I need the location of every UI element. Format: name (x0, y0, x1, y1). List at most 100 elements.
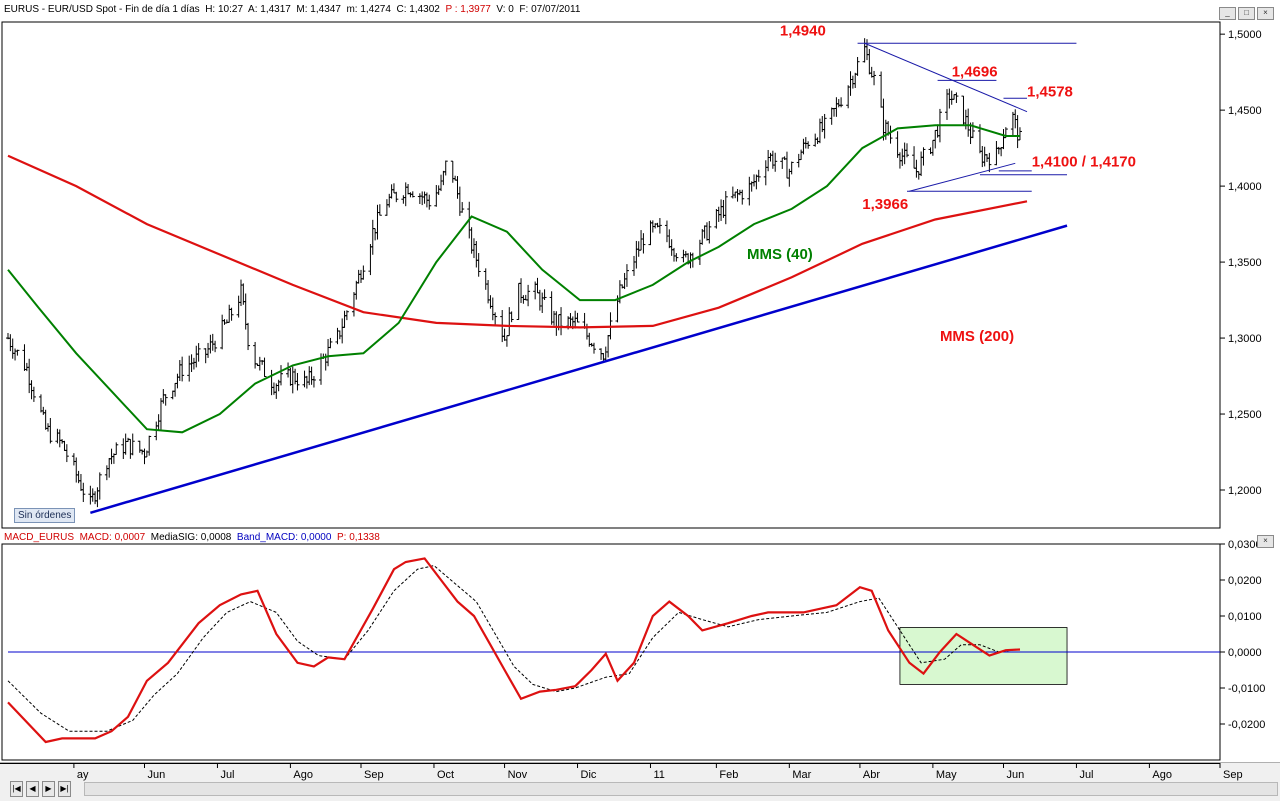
price-y-tick-label: 1,2000 (1228, 485, 1262, 497)
open-value: A: 1,4317 (248, 4, 291, 15)
chart-annotation: MMS (40) (747, 246, 813, 263)
ohlc-bar (1017, 127, 1022, 141)
ohlc-bar (954, 92, 959, 103)
price-y-tick-label: 1,3500 (1228, 257, 1262, 269)
status-badge[interactable]: Sin órdenes (14, 508, 76, 523)
last-page-button[interactable]: ▶| (58, 781, 71, 797)
ohlc-bar (410, 191, 415, 198)
macd-highlight-box (899, 627, 1068, 685)
ohlc-bar (641, 233, 646, 254)
macd-close-button[interactable]: × (1257, 535, 1274, 548)
macd-pane[interactable]: 0,0300 0,0200 0,0100 0,0000 -0,0100 -0,0200 M… (0, 530, 1280, 762)
signal-value: MediaSIG: 0,0008 (150, 532, 232, 543)
macd-line (7, 557, 1021, 744)
ohlc-bar (509, 311, 514, 323)
first-page-button[interactable]: |◀ (10, 781, 23, 797)
ohlc-bar (229, 307, 234, 321)
macd-y-tick-label: -0,0100 (1228, 683, 1265, 695)
ohlc-bar (756, 169, 761, 182)
mms200-line (7, 154, 1028, 329)
ohlc-bar (213, 340, 218, 353)
ohlc-bar (526, 284, 531, 307)
chart-annotation: MMS (200) (940, 328, 1014, 345)
price-plot-frame (1, 21, 1221, 529)
trendline (864, 42, 1028, 113)
macd-chart[interactable]: 0,0300 0,0200 0,0100 0,0000 -0,0100 -0,0200 (0, 530, 1280, 762)
ohlc-bar (822, 113, 827, 139)
ohlc-bar (361, 265, 366, 280)
ohlc-bar (15, 349, 20, 356)
ohlc-bar (740, 189, 745, 205)
time-axis-tick-label: ay (77, 769, 89, 781)
ohlc-bar (328, 337, 333, 349)
ohlc-bar (789, 161, 794, 175)
ohlc-bar (591, 342, 596, 354)
time-axis-tick-label: Jun (147, 769, 165, 781)
chart-annotation: 1,4696 (952, 64, 998, 81)
macd-y-tick-label: 0,0000 (1228, 647, 1262, 659)
date-value: F: 07/07/2011 (519, 4, 581, 15)
ohlc-bar (130, 433, 135, 456)
time-axis-tick-label: Sep (364, 769, 384, 781)
ohlc-bar (723, 191, 728, 225)
previous-page-button[interactable]: ◀ (26, 781, 39, 797)
time-axis-tick-label: Jul (1079, 769, 1093, 781)
maximize-button[interactable]: □ (1238, 7, 1255, 20)
ohlc-bar (114, 442, 119, 455)
ohlc-bar (427, 194, 432, 210)
trendline (90, 224, 1068, 515)
macd-value: MACD: 0,0007 (79, 532, 146, 543)
ohlc-bar (624, 264, 629, 287)
price-y-tick-label: 1,5000 (1228, 29, 1262, 41)
ohlc-bar (460, 202, 465, 213)
hour-value: H: 10:27 (205, 4, 244, 15)
ohlc-bar (443, 160, 448, 176)
pointer-value: P : 1,3977 (445, 4, 491, 15)
chart-annotation: 1,4940 (780, 23, 826, 40)
window-controls: _ □ × (1219, 7, 1274, 20)
time-axis-tick-label: Oct (437, 769, 454, 781)
macd-y-tick-label: -0,0200 (1228, 719, 1265, 731)
instrument-title: EUR/USD Spot - Fin de día 1 días (47, 4, 200, 15)
ohlc-bar (97, 472, 102, 500)
macd-y-tick-label: 0,0200 (1228, 575, 1262, 587)
trendline (909, 162, 1016, 192)
ohlc-bar (921, 147, 926, 166)
ohlc-bar (196, 343, 201, 362)
horizontal-scrollbar[interactable] (84, 782, 1278, 796)
minimize-button[interactable]: _ (1219, 7, 1236, 20)
price-pane[interactable]: EURUS - EUR/USD Spot - Fin de día 1 días… (0, 0, 1280, 530)
time-axis-tick-label: Nov (508, 769, 528, 781)
next-page-button[interactable]: ▶ (42, 781, 55, 797)
chart-annotation: 1,4578 (1027, 83, 1073, 100)
macd-y-tick-label: 0,0300 (1228, 539, 1262, 551)
ohlc-bar (542, 289, 547, 300)
ohlc-bar (64, 444, 69, 463)
price-bars (6, 38, 1022, 508)
time-axis-tick-label: May (936, 769, 957, 781)
price-chart[interactable]: 1,5000 1,4500 1,4000 1,3500 1,3000 1,2500 1,20… (0, 0, 1280, 530)
price-y-tick-label: 1,4500 (1228, 105, 1262, 117)
price-y-tick-label: 1,4000 (1228, 181, 1262, 193)
ohlc-bar (839, 97, 844, 108)
ohlc-bar (180, 356, 185, 382)
ohlc-bar (48, 417, 53, 444)
time-axis-tick-label: Jul (220, 769, 234, 781)
macd-window-controls: × (1257, 535, 1274, 548)
symbol-label: EURUS (4, 4, 40, 15)
time-axis-tick-label: Sep (1223, 769, 1243, 781)
ohlc-bar (872, 70, 877, 86)
close-button[interactable]: × (1257, 7, 1274, 20)
ohlc-bar (344, 310, 349, 321)
ohlc-bar (657, 218, 662, 234)
price-y-tick-label: 1,3000 (1228, 333, 1262, 345)
time-axis-tick-label: Abr (863, 769, 880, 781)
ohlc-bar (278, 365, 283, 386)
macd-header: MACD_EURUS MACD: 0,0007 MediaSIG: 0,0008… (4, 532, 380, 543)
ohlc-bar (987, 152, 992, 173)
ohlc-bar (855, 56, 860, 76)
high-value: M: 1,4347 (296, 4, 341, 15)
ohlc-bar (262, 357, 267, 378)
macd-y-tick-label: 0,0100 (1228, 611, 1262, 623)
ohlc-bar (575, 312, 580, 323)
